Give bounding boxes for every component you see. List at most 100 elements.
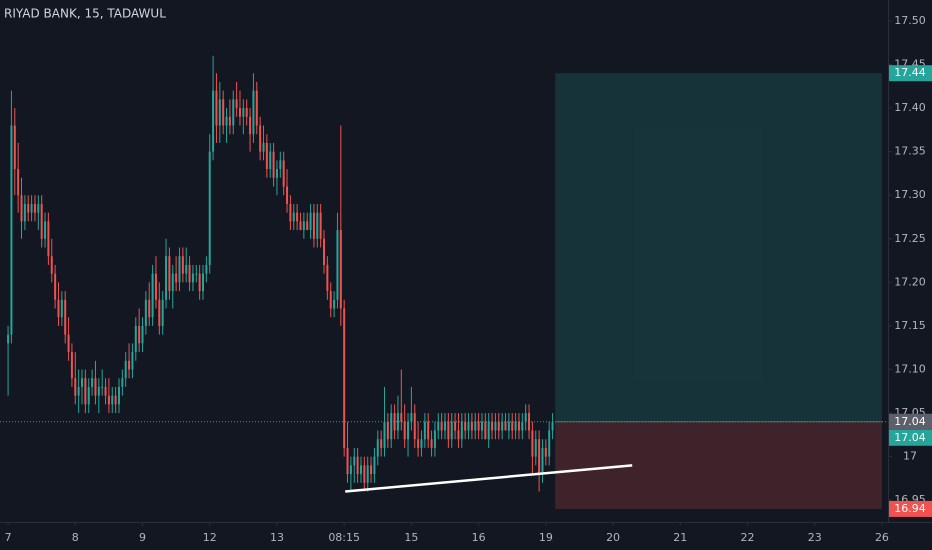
candle-body [548, 430, 551, 457]
x-tick-label: 9 [139, 531, 146, 544]
candle-body [383, 421, 386, 448]
candle-body [124, 360, 127, 379]
candle-body [20, 195, 23, 222]
candle-body [440, 421, 443, 431]
candle-body [148, 299, 151, 318]
candle-body [252, 90, 255, 135]
candle-body [400, 413, 403, 422]
candle-body [376, 439, 379, 457]
candle-body [403, 421, 406, 440]
candle-body [158, 299, 161, 326]
candle-body [514, 421, 517, 431]
candle-body [13, 125, 16, 170]
candle-body [339, 230, 342, 309]
x-tick-label: 08:15 [328, 531, 360, 544]
candle-body [47, 221, 50, 257]
x-tick-label: 23 [808, 531, 822, 544]
candle-body [504, 421, 507, 431]
stop-price-label: 16.94 [894, 502, 926, 515]
candle-body [346, 447, 349, 475]
stop-price-label-bg [889, 500, 932, 517]
candle-body [427, 421, 430, 440]
x-tick-label: 19 [539, 531, 553, 544]
candle-body [185, 264, 188, 274]
candle-body [94, 378, 97, 396]
candle-body [232, 99, 235, 126]
x-tick-label: 22 [741, 531, 755, 544]
candle-body [101, 386, 104, 388]
candle-body [27, 203, 30, 213]
x-tick-label: 13 [270, 531, 284, 544]
candle-body [64, 299, 67, 335]
candle-body [534, 439, 537, 457]
y-tick-label: 17 [903, 450, 917, 463]
candle-body [165, 256, 168, 300]
candle-body [144, 299, 147, 326]
candle-body [373, 456, 376, 475]
x-tick-label: 15 [404, 531, 418, 544]
x-tick-label: 16 [472, 531, 486, 544]
x-tick-label: 12 [203, 531, 217, 544]
candle-body [323, 238, 326, 265]
candle-body [212, 90, 215, 152]
candle-body [67, 334, 70, 353]
candle-body [138, 325, 141, 344]
candle-body [205, 264, 208, 274]
candle-body [477, 421, 480, 431]
y-tick-label: 17.10 [894, 362, 926, 375]
candle-body [37, 203, 40, 213]
candle-body [356, 456, 359, 475]
candle-body [531, 430, 534, 457]
candle-body [134, 325, 137, 353]
candle-body [413, 413, 416, 440]
candle-body [433, 430, 436, 448]
candle-body [279, 160, 282, 170]
x-tick-label: 8 [72, 531, 79, 544]
candle-body [494, 421, 497, 431]
candle-body [154, 273, 157, 300]
candle-body [10, 125, 13, 335]
candle-body [396, 413, 399, 431]
candle-body [188, 264, 191, 283]
candle-body [107, 395, 110, 405]
candle-body [417, 439, 420, 448]
candle-body [269, 151, 272, 170]
candle-body [501, 421, 504, 431]
candle-body [454, 421, 457, 431]
candle-body [151, 273, 154, 318]
candle-body [349, 465, 352, 475]
y-tick-label: 17.35 [894, 145, 926, 158]
candle-body [343, 308, 346, 448]
target-price-label-bg [889, 65, 932, 82]
candle-body [168, 256, 171, 292]
candle-body [289, 203, 292, 222]
candle-body [235, 99, 238, 109]
candle-body [484, 421, 487, 440]
candle-body [262, 142, 265, 152]
candle-body [249, 116, 252, 135]
candle-body [470, 421, 473, 431]
candle-body [511, 421, 514, 431]
candle-body [390, 413, 393, 440]
candle-body [366, 465, 369, 483]
candle-body [447, 421, 450, 440]
candle-body [70, 352, 73, 379]
candle-body [286, 186, 289, 204]
candle-body [353, 456, 356, 466]
candle-body [225, 116, 228, 126]
candle-body [222, 99, 225, 126]
candle-body [111, 395, 114, 405]
candle-body [141, 325, 144, 344]
entry-price-label-bg [889, 429, 932, 446]
candle-body [333, 299, 336, 309]
candle-body [464, 421, 467, 431]
candle-body [44, 221, 47, 239]
candle-body [40, 203, 43, 239]
x-tick-label: 7 [5, 531, 12, 544]
candle-body [302, 221, 305, 231]
candle-body [215, 90, 218, 126]
candle-body [336, 230, 339, 300]
candle-body [491, 421, 494, 431]
candle-body [538, 439, 541, 475]
